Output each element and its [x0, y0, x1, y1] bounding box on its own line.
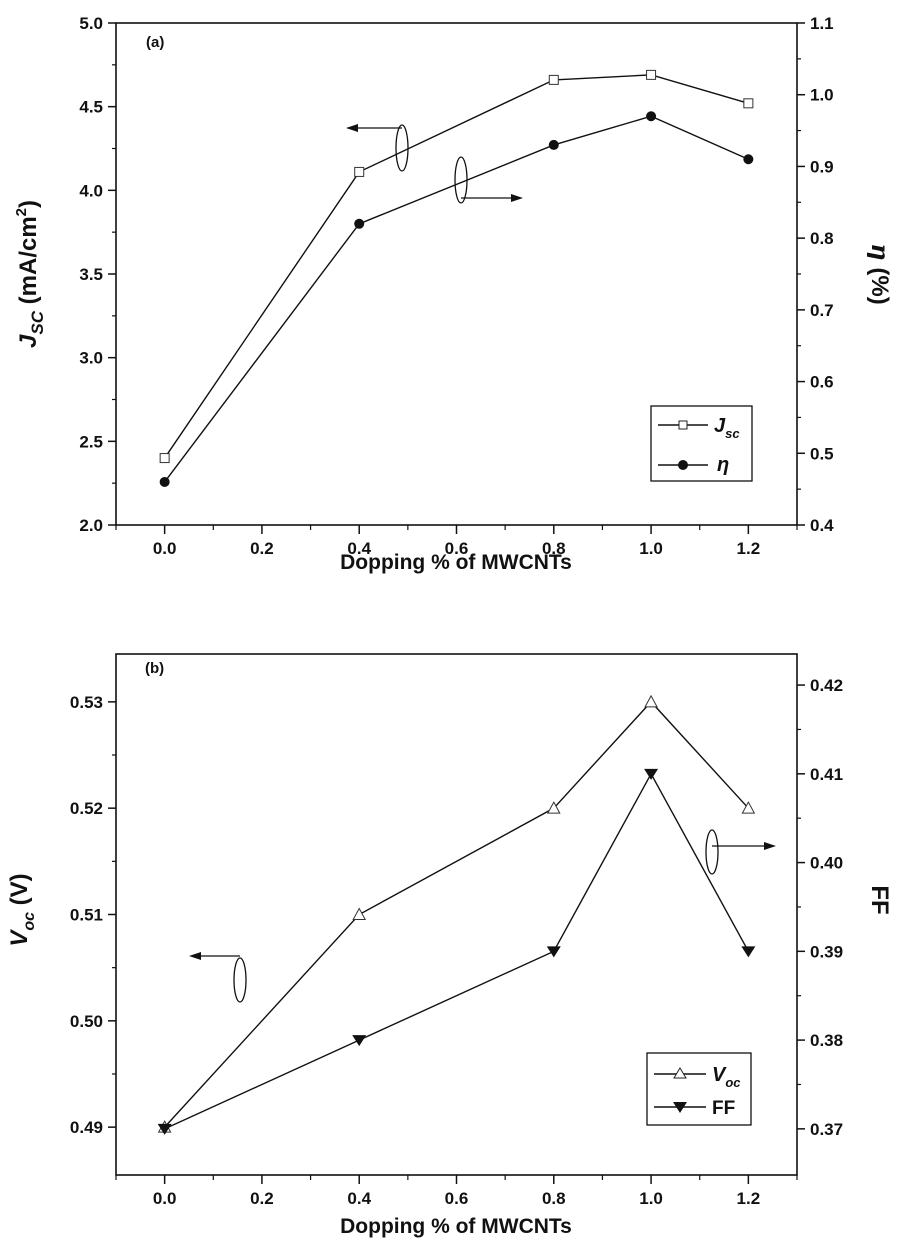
data-point-open-triangle-up	[352, 907, 367, 920]
x-tick-label: 0.6	[445, 1189, 469, 1208]
svg-text:Jsc: Jsc	[714, 415, 740, 441]
panel-a-legend-item-jsc: Jsc	[658, 415, 740, 441]
panel-a-legend-item-eta: η	[658, 454, 729, 476]
panel-a-right-y-ticks: 0.4 0.5 0.6 0.7 0.8 0.9 1.0 1.1	[797, 14, 834, 535]
data-point-filled-triangle-down	[741, 946, 756, 958]
right-y-tick-label: 0.41	[810, 765, 843, 784]
data-point-open-square	[548, 74, 559, 85]
data-point-filled-circle	[743, 154, 754, 165]
panel-b-x-axis-title: Dopping % of MWCNTs	[340, 1215, 572, 1238]
data-point-open-square	[743, 98, 754, 109]
panel-b-left-y-ticks: 0.49 0.50 0.51 0.52 0.53	[70, 693, 116, 1137]
left-y-tick-label: 3.5	[79, 265, 103, 284]
svg-text:Voc: Voc	[712, 1064, 741, 1090]
right-y-tick-label: 1.1	[810, 14, 834, 33]
right-y-tick-label: 1.0	[810, 86, 834, 105]
panel-a-right-y-axis-title: η (%)	[866, 243, 895, 304]
data-point-filled-circle	[646, 111, 657, 122]
panel-b-x-ticks: 0.0 0.2 0.4 0.6 0.8 1.0 1.2	[115, 1175, 798, 1208]
panel-a-right-arrow-annotation	[454, 156, 523, 204]
data-point-filled-triangle-down	[644, 768, 659, 780]
left-y-tick-label: 0.49	[70, 1118, 103, 1137]
panel-b-right-y-axis-title: FF	[866, 885, 893, 914]
data-point-open-square	[159, 453, 170, 464]
x-tick-label: 0.4	[347, 1189, 371, 1208]
panel-a-left-y-ticks: 2.0 2.5 3.0 3.5 4.0 4.5 5.0	[79, 14, 116, 535]
x-tick-label: 0.0	[153, 539, 177, 558]
left-y-tick-label: 4.5	[79, 98, 103, 117]
right-y-tick-label: 0.38	[810, 1031, 843, 1050]
panel-b-left-y-axis-title: Voc (V)	[6, 873, 38, 946]
right-y-tick-label: 0.8	[810, 229, 834, 248]
x-tick-label: 1.2	[737, 539, 761, 558]
left-y-tick-label: 0.50	[70, 1012, 103, 1031]
panel-b-legend: Voc FF	[646, 1052, 752, 1126]
right-y-tick-label: 0.40	[810, 854, 843, 873]
right-y-tick-label: 0.4	[810, 516, 834, 535]
left-y-tick-label: 0.53	[70, 693, 103, 712]
panel-a-left-y-axis-title: JSC (mA/cm2)	[13, 200, 47, 348]
right-y-tick-label: 0.39	[810, 942, 843, 961]
panel-b-right-y-ticks: 0.37 0.38 0.39 0.40 0.41 0.42	[797, 676, 843, 1139]
x-tick-label: 1.0	[639, 539, 663, 558]
data-point-open-triangle-up	[644, 694, 658, 708]
right-y-tick-label: 0.7	[810, 301, 834, 320]
x-tick-label: 0.6	[445, 539, 469, 558]
data-point-open-triangle-up	[546, 801, 561, 814]
right-y-tick-label: 0.37	[810, 1120, 843, 1139]
data-point-filled-circle	[354, 218, 365, 229]
x-tick-label: 0.8	[542, 539, 566, 558]
svg-text:FF: FF	[712, 1098, 735, 1119]
panel-b-label: (b)	[145, 660, 164, 677]
data-point-open-square	[646, 69, 657, 80]
panel-b-left-arrow-annotation	[189, 952, 247, 1003]
x-tick-label: 0.8	[542, 1189, 566, 1208]
x-tick-label: 0.2	[250, 1189, 274, 1208]
right-y-tick-label: 0.9	[810, 157, 834, 176]
left-y-tick-label: 0.52	[70, 799, 103, 818]
left-y-tick-label: 5.0	[79, 14, 103, 33]
panel-b-right-arrow-annotation	[705, 829, 776, 875]
left-y-tick-label: 0.51	[70, 906, 103, 925]
panel-b-series	[157, 694, 756, 1135]
left-y-tick-label: 4.0	[79, 181, 103, 200]
x-tick-label: 0.2	[250, 539, 274, 558]
x-tick-label: 1.0	[639, 1189, 663, 1208]
x-tick-label: 0.4	[347, 539, 371, 558]
data-point-filled-triangle-down	[352, 1035, 367, 1047]
series-line-0	[164, 74, 749, 459]
panel-a-legend: Jsc η	[650, 405, 753, 482]
data-point-filled-circle	[159, 476, 170, 487]
panel-a-x-ticks: 0.0 0.2 0.4 0.6 0.8 1.0 1.2	[115, 525, 798, 558]
panel-a-x-axis-title: Dopping % of MWCNTs	[340, 551, 572, 574]
panel-b-legend-item-voc: Voc	[654, 1064, 741, 1090]
right-y-tick-label: 0.5	[810, 444, 834, 463]
x-tick-label: 0.0	[153, 1189, 177, 1208]
panel-b-chart: (b) 0.0 0.2 0.4 0.6 0.8 1.0 1.2 0.490.500.510.…	[6, 653, 893, 1238]
left-y-tick-label: 2.0	[79, 516, 103, 535]
panel-a-left-arrow-annotation	[346, 124, 409, 172]
panel-a-label: (a)	[146, 34, 164, 51]
right-y-tick-label: 0.42	[810, 676, 843, 695]
x-tick-label: 1.2	[737, 1189, 761, 1208]
data-point-filled-triangle-down	[546, 946, 561, 958]
data-point-filled-circle	[548, 139, 559, 150]
data-point-open-square	[354, 166, 365, 177]
left-y-tick-label: 2.5	[79, 432, 103, 451]
data-point-open-triangle-up	[741, 801, 756, 814]
data-point-filled-triangle-down	[157, 1123, 172, 1135]
left-y-tick-label: 3.0	[79, 349, 103, 368]
right-y-tick-label: 0.6	[810, 373, 834, 392]
panel-a-chart: (a) 0.0 0.2 0.4 0.6 0.8 1.0 1.2 2.0 2.5 3.0 3.5 4.…	[13, 14, 895, 574]
panel-a-series	[159, 69, 754, 487]
panel-b-legend-item-ff: FF	[654, 1098, 735, 1119]
svg-text:η: η	[717, 454, 729, 476]
